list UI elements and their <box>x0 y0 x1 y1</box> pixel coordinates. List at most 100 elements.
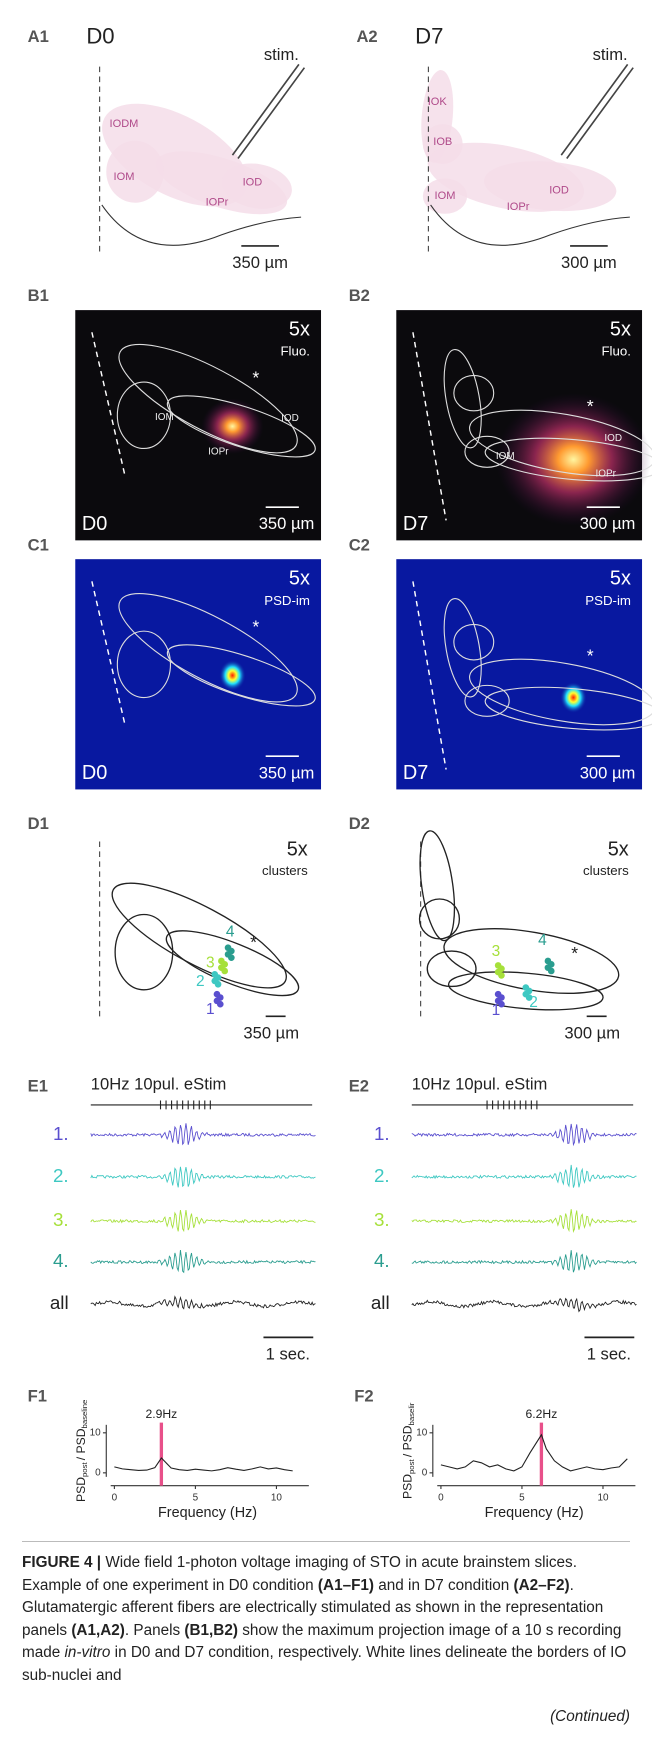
x-tick-label: 5 <box>193 1493 199 1504</box>
nucleus-label: IOD <box>281 413 299 424</box>
y-axis-label-part: baseline <box>80 1400 89 1429</box>
cluster-label: 1 <box>492 1002 501 1019</box>
trace-label: 1. <box>53 1123 69 1144</box>
trace <box>411 1297 637 1313</box>
star: * <box>250 932 257 952</box>
panel-label: B2 <box>349 286 370 305</box>
panel-label: B1 <box>28 286 49 305</box>
nucleus-outline <box>453 623 495 661</box>
continued: (Continued) <box>550 1708 630 1726</box>
caption-text: . Panels <box>124 1621 185 1639</box>
signal <box>560 682 587 714</box>
peak-label: 6.2Hz <box>526 1407 558 1421</box>
magnification: 5x <box>610 567 631 589</box>
stim-label: stim. <box>264 45 299 64</box>
nucleus-label: IOD <box>549 184 569 196</box>
magnification: 5x <box>289 567 310 589</box>
caption-text: Wide field 1-photon voltage imaging of S… <box>22 1554 577 1594</box>
scale-label: 300 µm <box>580 514 636 533</box>
panel-label: A1 <box>28 27 49 46</box>
mode: PSD-im <box>585 593 631 608</box>
nucleus-outline <box>464 435 510 468</box>
caption-ref: (A2–F2) <box>513 1576 570 1594</box>
caption-ref: (A1–F1) <box>317 1576 375 1594</box>
y-axis-label-part: post <box>80 1462 89 1477</box>
trace <box>411 1209 637 1233</box>
trace-label: 3. <box>53 1209 69 1230</box>
panel-label: E2 <box>349 1077 369 1096</box>
panel-label: D2 <box>349 814 370 833</box>
trace <box>411 1164 637 1188</box>
cluster-dot <box>498 1000 505 1008</box>
star: * <box>252 367 259 387</box>
nucleus-outline <box>418 898 461 940</box>
cluster-label: 1 <box>206 1001 215 1018</box>
image <box>396 559 643 790</box>
caption-text: . Glutamatergic afferent fibers are elec… <box>22 1576 604 1639</box>
nucleus-outline <box>166 395 316 458</box>
peak-label: 2.9Hz <box>145 1407 177 1421</box>
nucleus-label: IODM <box>110 118 139 130</box>
y-tick-label: 10 <box>416 1427 428 1438</box>
panel-label: C1 <box>28 535 49 554</box>
panel-label: A2 <box>356 27 377 46</box>
condition: D7 <box>403 513 428 535</box>
nucleus-label: IOM <box>496 451 515 462</box>
star: * <box>587 396 594 416</box>
y-axis-label-part: / PSD <box>401 1425 415 1457</box>
mode: clusters <box>583 863 629 878</box>
stimulus: 10Hz 10pul. eStim <box>412 1074 548 1093</box>
nucleus-outline <box>116 381 172 450</box>
scale-label: 350 µm <box>232 253 288 272</box>
caption-text: in D0 and D7 condition, respectively. Wh… <box>22 1644 627 1684</box>
nucleus-outline <box>426 950 477 988</box>
nucleus-outline <box>114 913 174 991</box>
nucleus-outline <box>118 592 298 703</box>
pipette <box>560 63 634 159</box>
scale-label: 350 µm <box>259 763 315 782</box>
midline <box>91 581 126 726</box>
nucleus-label: IOPr <box>208 446 229 457</box>
cluster-label: 2 <box>196 973 205 990</box>
cluster-dot <box>221 967 229 975</box>
condition: D0 <box>82 762 107 784</box>
image <box>75 310 322 541</box>
y-tick-label: 0 <box>95 1467 101 1478</box>
x-axis-label: Frequency (Hz) <box>485 1505 584 1521</box>
scale-label: 350 µm <box>243 1023 299 1042</box>
midline <box>412 581 447 770</box>
mode: Fluo. <box>280 344 310 359</box>
trace <box>90 1166 316 1188</box>
panel-label: F2 <box>354 1387 373 1406</box>
image <box>75 559 322 790</box>
x-tick-label: 0 <box>112 1493 118 1504</box>
scale-label: 300 µm <box>561 253 617 272</box>
y-axis-label-part: baselir <box>407 1402 416 1425</box>
star: * <box>587 645 594 665</box>
y-axis-label-part: PSD <box>401 1474 415 1499</box>
panel-label: F1 <box>28 1387 47 1406</box>
condition: D7 <box>403 762 428 784</box>
pipette <box>231 63 306 159</box>
signal <box>201 398 264 455</box>
trace <box>90 1295 316 1310</box>
trace <box>411 1250 637 1273</box>
x-tick-label: 10 <box>271 1493 283 1504</box>
outline <box>101 204 302 246</box>
signal <box>219 659 246 691</box>
signal <box>495 393 651 526</box>
cluster-label: 4 <box>538 932 547 949</box>
stim-label: stim. <box>593 45 628 64</box>
caption-text: and in D7 condition <box>374 1576 514 1594</box>
nucleus-label: IOB <box>433 136 452 148</box>
cluster-label: 3 <box>206 954 215 971</box>
cluster-label: 3 <box>492 943 501 960</box>
nucleus-outline <box>468 409 652 477</box>
cluster-dot <box>216 1000 224 1008</box>
magnification: 5x <box>610 318 631 340</box>
panel-label: D1 <box>28 814 49 833</box>
trace-label: 3. <box>374 1209 390 1230</box>
trace <box>90 1249 316 1274</box>
scale-label: 300 µm <box>564 1023 620 1042</box>
x-tick-label: 0 <box>438 1493 444 1504</box>
